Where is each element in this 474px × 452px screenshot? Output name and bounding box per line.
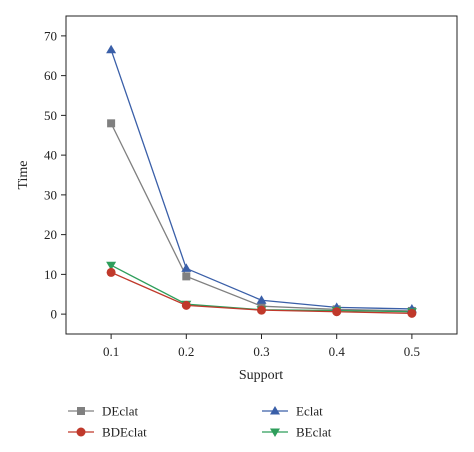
y-tick-label: 40	[44, 148, 57, 163]
series-lines	[110, 49, 412, 314]
x-tick-label: 0.3	[253, 344, 269, 359]
data-point-bdeclat	[257, 305, 266, 315]
data-point-bdeclat	[332, 307, 342, 317]
series-line-eclat	[110, 49, 412, 310]
y-tick-label: 70	[44, 28, 57, 43]
y-tick-label: 60	[44, 68, 57, 83]
y-axis: 0 10 20 30 40 50 60 70	[44, 28, 66, 322]
data-point-eclat	[256, 295, 267, 304]
legend-marker-eclat	[270, 406, 280, 415]
x-tick-label: 0.2	[178, 344, 194, 359]
y-tick-label: 10	[44, 267, 57, 282]
y-axis-title: Time	[16, 160, 31, 189]
data-point-declat	[182, 272, 191, 281]
legend-marker-bdeclat	[76, 427, 86, 437]
series-markers	[106, 44, 417, 318]
y-tick-label: 50	[44, 108, 57, 123]
legend-marker-declat	[77, 407, 85, 415]
legend-label-bdeclat: BDEclat	[102, 425, 147, 440]
data-point-eclat	[181, 263, 192, 272]
legend-label-declat: DEclat	[102, 404, 138, 419]
data-point-bdeclat	[106, 267, 116, 277]
x-axis: 0.1 0.2 0.3 0.4 0.5	[103, 334, 420, 359]
x-axis-title: Support	[239, 368, 283, 383]
legend-label-eclat: Eclat	[296, 404, 323, 419]
legend-label-beclat: BEclat	[296, 425, 332, 440]
y-tick-label: 20	[44, 227, 57, 242]
x-tick-label: 0.5	[404, 344, 420, 359]
data-point-eclat	[106, 44, 117, 54]
data-point-bdeclat	[181, 300, 191, 310]
plot-frame	[65, 15, 458, 335]
y-tick-label: 0	[51, 307, 58, 322]
data-point-declat	[107, 119, 116, 128]
legend-marker-beclat	[270, 428, 280, 437]
data-point-bdeclat	[407, 308, 417, 318]
data-point-beclat	[106, 261, 117, 271]
legend: DEclat Eclat BDEclat BEclat	[68, 404, 332, 440]
series-line-declat	[110, 123, 412, 312]
x-tick-label: 0.1	[103, 344, 119, 359]
x-tick-label: 0.4	[329, 344, 346, 359]
y-tick-label: 30	[44, 187, 57, 202]
